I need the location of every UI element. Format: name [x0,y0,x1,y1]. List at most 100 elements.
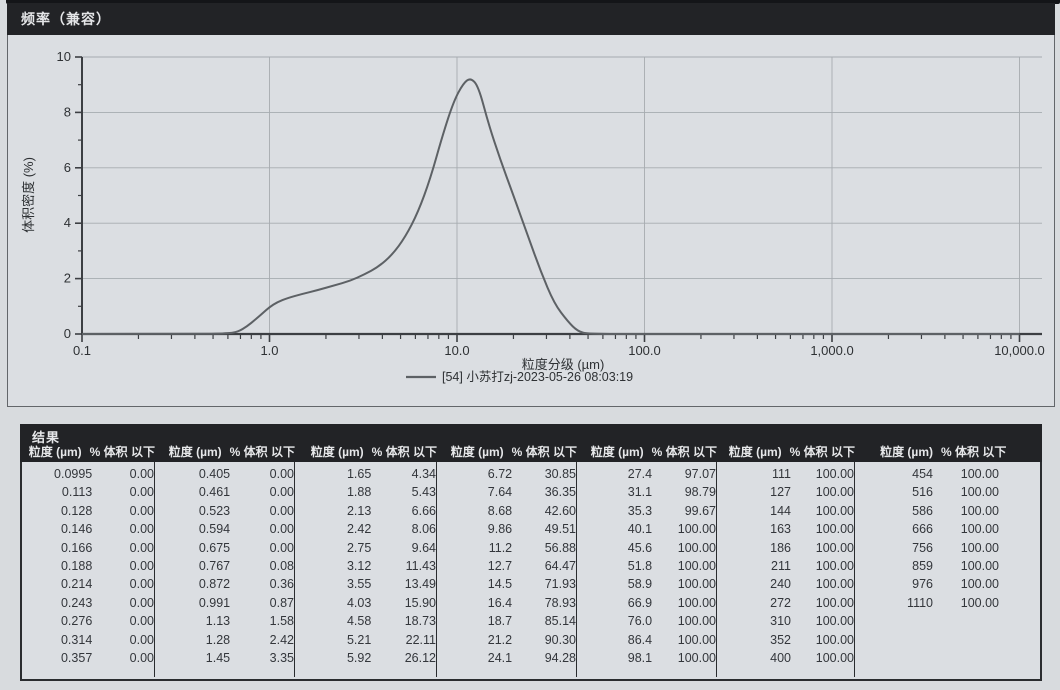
percent-below-cell: 0.00 [129,595,154,610]
table-row: 0.991 0.87 [155,596,294,614]
size-cell: 1.28 [205,632,231,647]
percent-below-cell: 0.00 [129,467,154,481]
size-cell: 400 [770,650,791,665]
percent-below-cell: 100.00 [677,577,716,592]
table-row: 4.03 15.90 [295,596,436,614]
size-cell: 0.214 [60,577,93,592]
table-row: 144 100.00 [717,504,854,522]
percent-below-cell: 5.43 [411,485,436,500]
size-cell: 0.405 [198,467,231,481]
percent-below-cell: 0.00 [129,503,154,518]
percent-below-cell: 0.00 [269,522,294,537]
y-tick-label: 10 [57,49,71,64]
percent-below-cell: 97.07 [684,467,716,481]
table-row: 3.12 11.43 [295,559,436,577]
size-cell: 1.45 [205,650,231,665]
percent-below-cell: 6.66 [411,503,436,518]
table-row: 400 100.00 [717,651,854,669]
y-tick-label: 2 [64,271,71,286]
percent-below-cell: 90.30 [544,632,576,647]
table-row: 1110 100.00 [855,596,1042,614]
percent-below-cell: 64.47 [544,558,576,573]
chart-panel-body: 0.1 1.0 10.0 100.0 1,000.0 10,000.0 0 2 4 6 8 10 粒度分… [7,35,1055,407]
table-row: 1.45 3.35 [155,651,294,669]
table-row: 40.1 100.00 [577,522,716,540]
size-cell: 586 [912,503,933,518]
size-cell: 976 [912,577,933,592]
size-cell: 8.68 [487,503,513,518]
percent-below-cell: 100.00 [677,540,716,555]
size-column-header: 粒度 (µm) [450,445,504,459]
size-cell: 45.6 [627,540,653,555]
size-column-header: 粒度 (µm) [28,445,82,459]
percent-below-cell: 100.00 [815,632,854,647]
percent-below-cell: 100.00 [960,540,999,555]
size-cell: 186 [770,540,791,555]
table-header-group: 粒度 (µm) % 体积 以下 [855,443,1042,460]
table-row: 666 100.00 [855,522,1042,540]
table-row: 0.188 0.00 [20,559,154,577]
table-row: 11.2 56.88 [437,541,576,559]
percent-below-cell: 0.00 [129,558,154,573]
size-column-header: 粒度 (µm) [728,445,782,459]
table-row: 0.214 0.00 [20,577,154,595]
percent-below-cell: 100.00 [815,503,854,518]
percent-below-cell: 100.00 [815,467,854,481]
table-row: 516 100.00 [855,485,1042,503]
size-cell: 1.65 [346,467,372,481]
percent-below-cell: 100.00 [677,522,716,537]
table-row: 2.42 8.06 [295,522,436,540]
size-cell: 0.872 [198,577,231,592]
size-cell: 40.1 [627,522,653,537]
size-cell: 756 [912,540,933,555]
size-cell: 211 [771,558,791,573]
size-cell: 0.113 [61,485,93,500]
size-cell: 0.0995 [54,467,93,481]
size-cell: 27.4 [627,467,653,481]
size-cell: 666 [912,522,933,537]
size-cell: 0.461 [198,485,231,500]
percent-below-cell: 0.87 [269,595,294,610]
size-cell: 127 [770,485,791,500]
size-cell: 16.4 [487,595,513,610]
size-cell: 272 [770,595,791,610]
x-tick-label: 1,000.0 [810,343,853,358]
percent-below-cell: 0.08 [269,558,294,573]
table-row: 454 100.00 [855,467,1042,485]
percent-below-cell: 0.00 [129,485,154,500]
size-cell: 35.3 [627,503,653,518]
percent-below-cell: 100.00 [677,632,716,647]
percent-below-cell: 2.42 [269,632,294,647]
size-cell: 0.188 [60,558,93,573]
frequency-chart: 0.1 1.0 10.0 100.0 1,000.0 10,000.0 0 2 4 6 8 10 粒度分… [21,49,1045,384]
table-row: 0.594 0.00 [155,522,294,540]
table-row: 76.0 100.00 [577,614,716,632]
percent-below-cell: 0.00 [129,632,154,647]
table-column-group: 1.65 4.34 1.88 5.43 2.13 6.66 2.42 8.06 2.75 9.64… [295,462,437,677]
table-header-band: 结果 粒度 (µm)% 体积 以下 粒度 (µm)% 体积 以下 粒度 (µm)% … [20,424,1042,462]
size-cell: 0.357 [60,650,93,665]
percent-below-cell: 100.00 [677,614,716,629]
percent-below-cell: 0.00 [129,650,154,665]
size-cell: 0.675 [198,540,231,555]
percent-below-cell: 100.00 [815,558,854,573]
size-cell: 2.42 [346,522,372,537]
percent-below-cell: 11.43 [405,558,436,573]
size-cell: 21.2 [487,632,513,647]
size-cell: 2.13 [346,503,372,518]
percent-below-cell: 100.00 [815,522,854,537]
table-header-group: 粒度 (µm) % 体积 以下 [295,443,437,460]
percent-below-cell: 100.00 [815,595,854,610]
size-cell: 859 [912,558,933,573]
percent-below-column-header: % 体积 以下 [789,445,855,459]
table-row: 24.1 94.28 [437,651,576,669]
table-row: 12.7 64.47 [437,559,576,577]
percent-below-column-header: % 体积 以下 [511,445,577,459]
table-column-group: 0.0995 0.00 0.113 0.00 0.128 0.00 0.146 0.00 0.1… [20,462,155,677]
table-row: 1.13 1.58 [155,614,294,632]
size-cell: 454 [912,467,933,481]
size-cell: 0.243 [60,595,93,610]
table-row: 0.0995 0.00 [20,467,154,485]
percent-below-cell: 94.28 [544,650,576,665]
table-row: 9.86 49.51 [437,522,576,540]
